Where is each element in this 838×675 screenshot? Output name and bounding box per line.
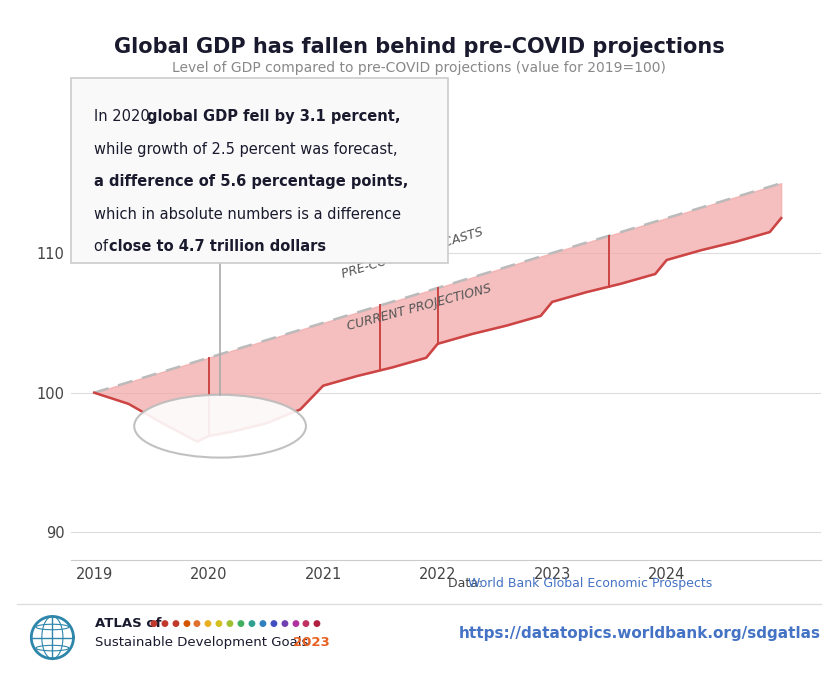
Text: ●: ● — [291, 618, 299, 628]
Text: ●: ● — [215, 618, 223, 628]
Text: Level of GDP compared to pre-COVID projections (value for 2019=100): Level of GDP compared to pre-COVID proje… — [172, 61, 666, 75]
Text: ●: ● — [182, 618, 190, 628]
Text: CURRENT PROJECTIONS: CURRENT PROJECTIONS — [346, 281, 494, 333]
Text: .: . — [253, 239, 258, 254]
Text: 2023: 2023 — [293, 636, 330, 649]
Text: https://datatopics.worldbank.org/sdgatlas: https://datatopics.worldbank.org/sdgatla… — [459, 626, 821, 641]
Text: ●: ● — [269, 618, 277, 628]
Text: Data:: Data: — [448, 577, 487, 590]
Text: ●: ● — [225, 618, 234, 628]
Text: Global GDP has fallen behind pre-COVID projections: Global GDP has fallen behind pre-COVID p… — [114, 37, 724, 57]
Text: ●: ● — [313, 618, 321, 628]
Text: global GDP fell by 3.1 percent,: global GDP fell by 3.1 percent, — [147, 109, 401, 124]
Text: ●: ● — [236, 618, 245, 628]
Text: a difference of 5.6 percentage points,: a difference of 5.6 percentage points, — [94, 174, 408, 189]
Text: while growth of 2.5 percent was forecast,: while growth of 2.5 percent was forecast… — [94, 142, 397, 157]
Text: In 2020,: In 2020, — [94, 109, 159, 124]
Text: ●: ● — [160, 618, 168, 628]
Text: World Bank Global Economic Prospects: World Bank Global Economic Prospects — [468, 577, 711, 590]
Text: ●: ● — [302, 618, 310, 628]
Text: which in absolute numbers is a difference: which in absolute numbers is a differenc… — [94, 207, 401, 221]
Text: ●: ● — [280, 618, 288, 628]
Text: ●: ● — [149, 618, 158, 628]
Text: of: of — [94, 239, 112, 254]
Text: close to 4.7 trillion dollars: close to 4.7 trillion dollars — [109, 239, 326, 254]
Text: PRE-COVID FORECASTS: PRE-COVID FORECASTS — [340, 225, 485, 281]
Text: ATLAS of: ATLAS of — [95, 616, 161, 630]
Text: ●: ● — [247, 618, 256, 628]
Ellipse shape — [134, 395, 306, 458]
Text: ●: ● — [258, 618, 266, 628]
Text: ●: ● — [204, 618, 212, 628]
Text: ●: ● — [193, 618, 201, 628]
Text: Sustainable Development Goals: Sustainable Development Goals — [95, 636, 313, 649]
Text: ●: ● — [171, 618, 179, 628]
